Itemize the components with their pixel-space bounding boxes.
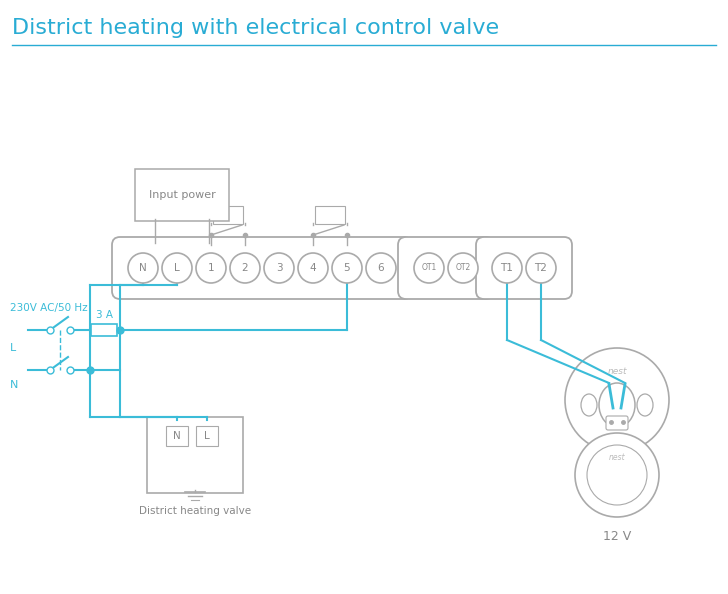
FancyBboxPatch shape — [166, 426, 188, 446]
Text: N: N — [173, 431, 181, 441]
Circle shape — [162, 253, 192, 283]
Text: 3: 3 — [276, 263, 282, 273]
Circle shape — [492, 253, 522, 283]
Circle shape — [366, 253, 396, 283]
Text: 230V AC/50 Hz: 230V AC/50 Hz — [10, 303, 87, 313]
Text: OT1: OT1 — [422, 264, 437, 273]
FancyBboxPatch shape — [147, 417, 243, 493]
Text: OT2: OT2 — [456, 264, 470, 273]
FancyBboxPatch shape — [196, 426, 218, 446]
Text: 4: 4 — [309, 263, 316, 273]
Text: nest: nest — [607, 368, 627, 377]
Circle shape — [448, 253, 478, 283]
Text: L: L — [174, 263, 180, 273]
Text: 3 A: 3 A — [95, 310, 113, 320]
Text: District heating with electrical control valve: District heating with electrical control… — [12, 18, 499, 38]
Text: L: L — [204, 431, 210, 441]
Text: Input power: Input power — [149, 190, 215, 200]
FancyBboxPatch shape — [606, 416, 628, 430]
FancyBboxPatch shape — [91, 324, 117, 336]
Text: 12 V: 12 V — [603, 530, 631, 543]
Text: District heating valve: District heating valve — [139, 506, 251, 516]
Text: L: L — [10, 343, 16, 353]
Text: T1: T1 — [501, 263, 513, 273]
Circle shape — [264, 253, 294, 283]
Text: N: N — [10, 380, 18, 390]
FancyBboxPatch shape — [135, 169, 229, 221]
Ellipse shape — [599, 383, 635, 427]
FancyBboxPatch shape — [112, 237, 412, 299]
Text: T2: T2 — [534, 263, 547, 273]
Text: 1: 1 — [207, 263, 214, 273]
Text: 5: 5 — [344, 263, 350, 273]
FancyBboxPatch shape — [213, 206, 243, 224]
FancyBboxPatch shape — [476, 237, 572, 299]
Circle shape — [332, 253, 362, 283]
Circle shape — [575, 433, 659, 517]
Circle shape — [587, 445, 647, 505]
Circle shape — [128, 253, 158, 283]
Circle shape — [414, 253, 444, 283]
Text: 2: 2 — [242, 263, 248, 273]
Text: 6: 6 — [378, 263, 384, 273]
Text: nest: nest — [609, 453, 625, 462]
Circle shape — [196, 253, 226, 283]
Ellipse shape — [581, 394, 597, 416]
Ellipse shape — [637, 394, 653, 416]
Circle shape — [565, 348, 669, 452]
Circle shape — [526, 253, 556, 283]
Circle shape — [230, 253, 260, 283]
Text: N: N — [139, 263, 147, 273]
FancyBboxPatch shape — [315, 206, 345, 224]
FancyBboxPatch shape — [398, 237, 494, 299]
Circle shape — [298, 253, 328, 283]
